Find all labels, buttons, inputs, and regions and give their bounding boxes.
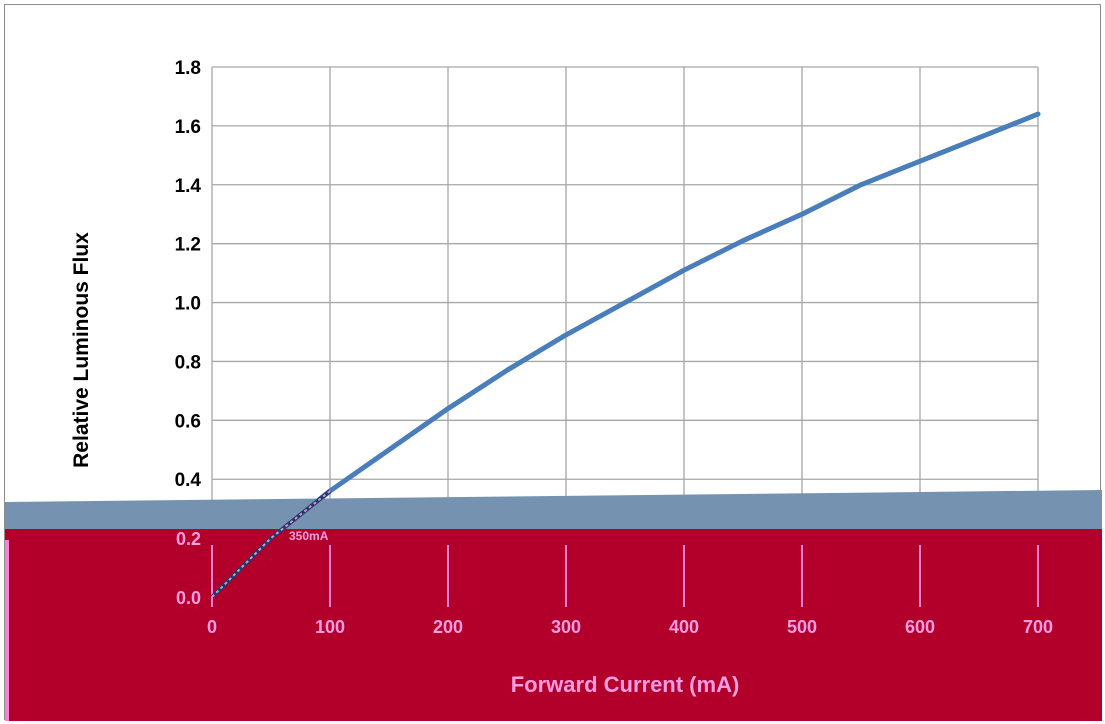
y-tick-label-2: 0.4 — [175, 470, 202, 491]
y-tick-label-0: 0.0 — [176, 588, 201, 608]
x-tick-label-7: 700 — [1023, 617, 1053, 637]
x-tick-label-3: 300 — [551, 617, 581, 637]
overlay-band-edge — [5, 540, 9, 721]
x-tick-label-0: 0 — [207, 617, 217, 637]
y-tick-label-1: 0.2 — [176, 529, 201, 549]
x-tick-label-6: 600 — [905, 617, 935, 637]
annotation-label: 350mA — [289, 529, 329, 543]
y-tick-label-8: 1.6 — [175, 117, 201, 138]
series-line — [209, 111, 1041, 600]
y-tick-label-3: 0.6 — [175, 411, 201, 432]
y-tick-label-6: 1.2 — [175, 235, 201, 256]
x-tick-label-2: 200 — [433, 617, 463, 637]
chart-svg: 0.0 0.2 0.4 0.6 0.8 1.0 1.2 1.4 1.6 1.8 0 100 200 30… — [5, 58, 1102, 721]
x-tick-label-4: 400 — [669, 617, 699, 637]
series-line-overlay-segment — [211, 490, 331, 598]
y-tick-label-4: 0.8 — [175, 352, 201, 373]
y-tick-label-7: 1.4 — [175, 176, 202, 197]
y-tick-label-9: 1.8 — [175, 58, 201, 79]
chart-frame: 0.0 0.2 0.4 0.6 0.8 1.0 1.2 1.4 1.6 1.8 0 100 200 30… — [4, 4, 1102, 721]
y-tick-label-5: 1.0 — [175, 294, 201, 315]
x-tick-label-5: 500 — [787, 617, 817, 637]
x-tick-label-1: 100 — [315, 617, 345, 637]
y-axis-title: Relative Luminous Flux — [70, 232, 93, 468]
x-axis-title: Forward Current (mA) — [511, 672, 740, 697]
